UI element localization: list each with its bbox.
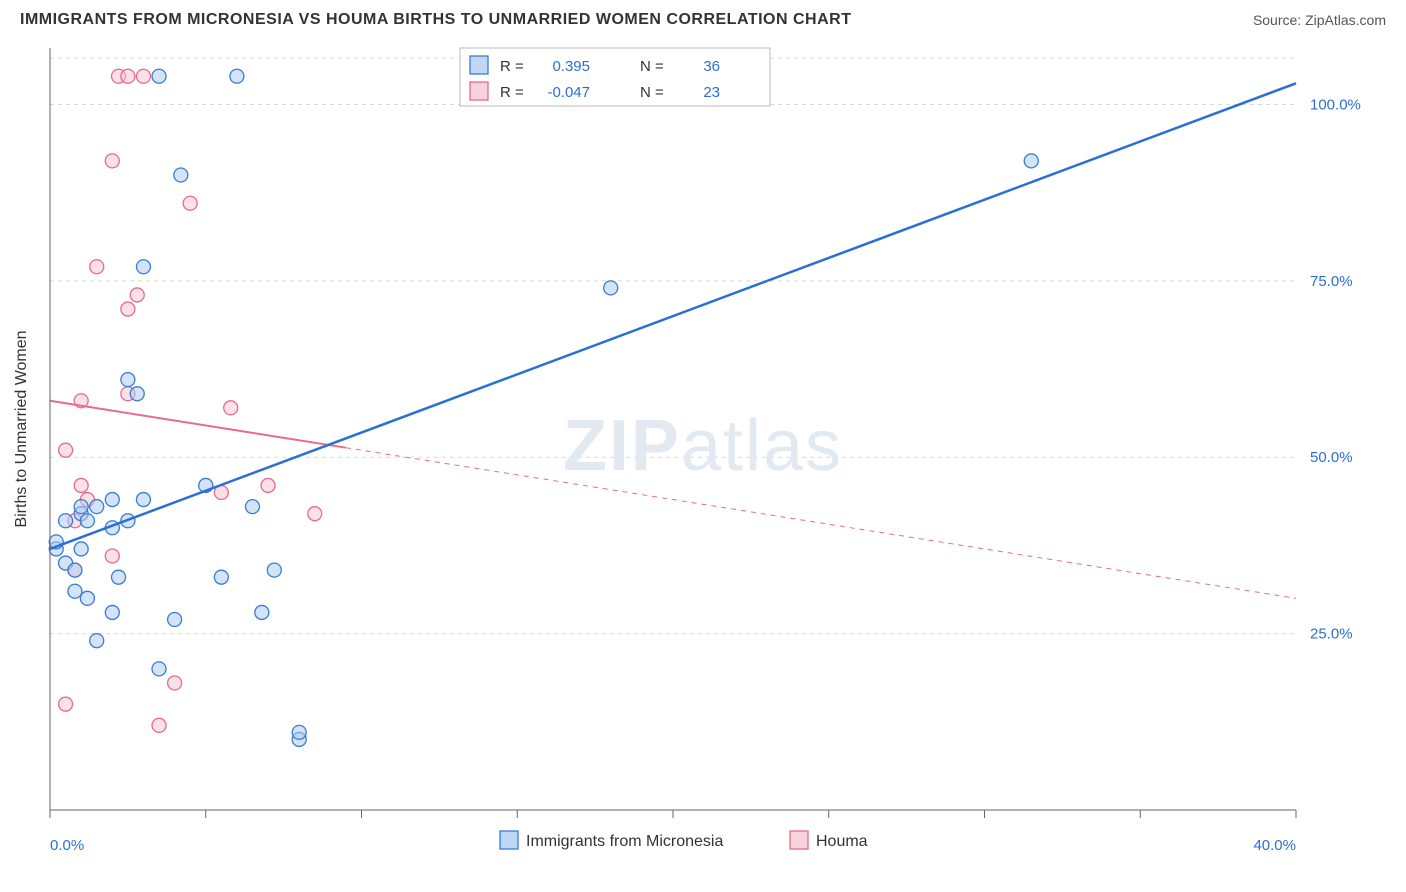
svg-text:100.0%: 100.0% (1310, 96, 1361, 113)
svg-text:R =: R = (500, 58, 524, 75)
svg-text:Births to Unmarried Women: Births to Unmarried Women (13, 330, 30, 527)
svg-text:R =: R = (500, 84, 524, 101)
svg-text:23: 23 (703, 84, 720, 101)
svg-text:Immigrants from Micronesia: Immigrants from Micronesia (526, 833, 723, 850)
svg-text:-0.047: -0.047 (547, 84, 590, 101)
source-label: Source: ZipAtlas.com (1253, 12, 1386, 28)
chart-area: ZIPatlas 0.0% 40.0% 25.0% 50.0% 75.0% 100.0% Bi… (0, 40, 1406, 892)
svg-text:N =: N = (640, 84, 664, 101)
svg-text:50.0%: 50.0% (1310, 449, 1353, 466)
svg-text:0.395: 0.395 (552, 58, 590, 75)
svg-text:N =: N = (640, 58, 664, 75)
svg-text:0.0%: 0.0% (50, 837, 84, 854)
svg-text:ZIPatlas: ZIPatlas (563, 406, 843, 486)
svg-text:75.0%: 75.0% (1310, 273, 1353, 290)
svg-text:Houma: Houma (816, 833, 868, 850)
svg-text:40.0%: 40.0% (1253, 837, 1296, 854)
svg-text:25.0%: 25.0% (1310, 626, 1353, 643)
svg-text:36: 36 (703, 58, 720, 75)
chart-title: IMMIGRANTS FROM MICRONESIA VS HOUMA BIRT… (20, 11, 851, 29)
